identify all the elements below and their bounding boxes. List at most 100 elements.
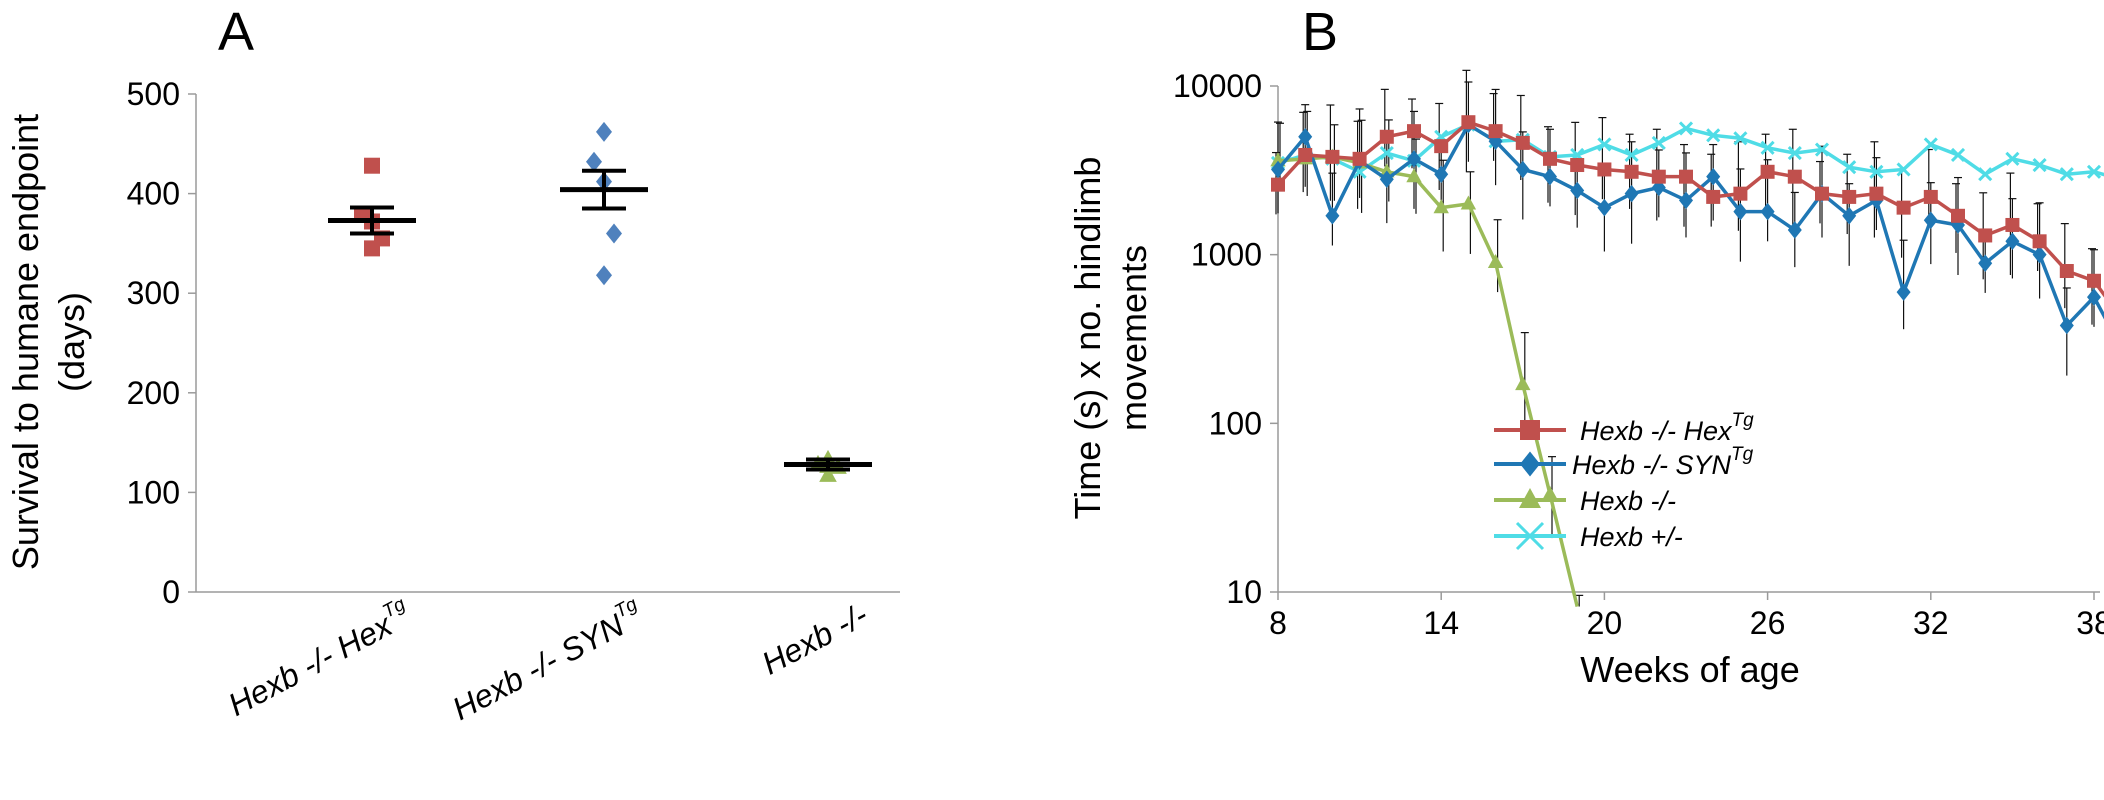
data-point	[1407, 150, 1421, 168]
data-point	[1733, 202, 1748, 221]
data-point	[1271, 160, 1285, 179]
data-point	[2005, 151, 2020, 166]
data-point	[1597, 198, 1612, 217]
data-point	[1352, 151, 1367, 166]
data-point	[1923, 189, 1938, 204]
data-point	[1896, 162, 1911, 177]
legend-label: Hexb -/- HexTg	[1580, 410, 1754, 446]
panel-b-xtick: 38	[2076, 592, 2104, 641]
panel-b-x-ticks: 8 14 20 26 32 38 44 50 56	[1269, 592, 2104, 641]
panel-b-legend: Hexb -/- HexTg Hexb -/- SYNTg Hexb -/- H…	[1494, 410, 1754, 552]
data-point	[596, 265, 612, 286]
data-point	[1379, 129, 1394, 144]
data-point	[1597, 137, 1612, 152]
panel-a-category-labels: Hexb -/- HexTg Hexb -/- SYNTg Hexb -/-	[222, 594, 873, 728]
data-point	[596, 121, 612, 142]
svg-text:32: 32	[1913, 605, 1949, 641]
data-point	[1624, 164, 1639, 179]
panel-b-ytick: 10	[1226, 574, 1278, 610]
data-point	[1706, 189, 1721, 204]
data-point	[1978, 167, 1993, 182]
data-point	[1733, 131, 1748, 146]
panel-a-category-label: Hexb -/-	[756, 596, 873, 681]
svg-text:200: 200	[127, 375, 180, 411]
data-point	[1515, 160, 1530, 179]
data-point	[1434, 139, 1449, 154]
panel-a-category-label: Hexb -/- SYNTg	[445, 594, 650, 728]
svg-text:10: 10	[1226, 574, 1262, 610]
data-point	[1869, 186, 1884, 201]
data-point	[1651, 169, 1666, 184]
data-point	[1298, 128, 1313, 146]
data-point	[1950, 147, 1966, 163]
data-point	[1842, 160, 1857, 175]
data-point	[1570, 158, 1585, 173]
data-point	[1896, 200, 1911, 215]
legend-marker	[1520, 420, 1540, 440]
data-point	[1842, 207, 1857, 225]
data-point	[1923, 137, 1938, 152]
data-point	[1896, 283, 1911, 301]
data-point	[1679, 191, 1693, 210]
svg-text:38: 38	[2076, 605, 2104, 641]
data-point	[2059, 316, 2074, 335]
data-point	[606, 223, 622, 244]
panel-b-xtick: 32	[1913, 592, 1949, 641]
panel-b-y-ticks: 10 100 1000 10000	[1173, 68, 1278, 610]
panel-a-ylabel-line1: Survival to humane endpoint	[5, 114, 46, 570]
data-point	[1814, 142, 1830, 157]
legend-item-hex: Hexb -/- HexTg	[1494, 410, 1754, 446]
data-point	[1787, 169, 1802, 184]
data-point	[1760, 202, 1775, 221]
data-point	[1869, 164, 1884, 179]
legend-marker	[1520, 451, 1540, 477]
data-point	[2059, 264, 2074, 279]
data-point	[2087, 273, 2101, 288]
panel-a-ytick: 100	[127, 474, 196, 510]
panel-b-ylabel-line2: movements	[1113, 245, 1154, 431]
data-point	[2005, 217, 2020, 232]
data-point	[1543, 167, 1557, 186]
svg-text:300: 300	[127, 275, 180, 311]
data-point	[2087, 288, 2101, 306]
data-point	[1488, 124, 1503, 139]
data-point	[1325, 149, 1340, 164]
data-point	[1515, 376, 1531, 391]
data-point	[1379, 146, 1394, 161]
svg-text:0: 0	[162, 574, 180, 610]
data-point	[1298, 147, 1313, 162]
data-point	[1842, 189, 1857, 204]
panel-a-ylabel-line2: (days)	[51, 292, 92, 392]
data-point	[1760, 164, 1775, 179]
data-point	[819, 465, 837, 482]
svg-text:8: 8	[1269, 605, 1287, 641]
legend-item-ko: Hexb -/-	[1494, 486, 1676, 516]
panel-a-ytick: 500	[127, 76, 196, 112]
legend-item-het: Hexb +/-	[1494, 521, 1683, 552]
data-point	[1434, 165, 1449, 183]
panel-b-xtick: 8	[1269, 592, 1287, 641]
data-point	[2032, 157, 2047, 173]
data-point	[1407, 124, 1421, 139]
data-point	[1460, 195, 1477, 210]
legend-marker	[1515, 521, 1545, 551]
svg-text:400: 400	[127, 176, 180, 212]
panel-b-ylabel-line1: Time (s) x no. hindlimb	[1067, 157, 1108, 520]
panel-a-ytick: 0	[162, 574, 196, 610]
svg-text:20: 20	[1587, 605, 1623, 641]
panel-b-ytick: 100	[1209, 405, 1278, 441]
panel-b-marks	[1270, 69, 2104, 607]
data-point	[364, 240, 380, 257]
panel-b-ytick: 1000	[1191, 237, 1278, 273]
svg-text:100: 100	[1209, 405, 1262, 441]
data-point	[1978, 228, 1993, 243]
panel-b-xtick: 14	[1423, 592, 1459, 641]
data-point	[364, 157, 380, 174]
legend-label: Hexb -/- SYNTg	[1572, 444, 1754, 480]
data-point	[1678, 121, 1694, 136]
series-line	[1276, 122, 2104, 329]
data-point	[1787, 146, 1802, 161]
data-point	[1815, 186, 1829, 201]
panel-a: A Survival to humane endpoint (days) 0 1…	[5, 2, 900, 727]
panel-b-label: B	[1302, 2, 1338, 62]
